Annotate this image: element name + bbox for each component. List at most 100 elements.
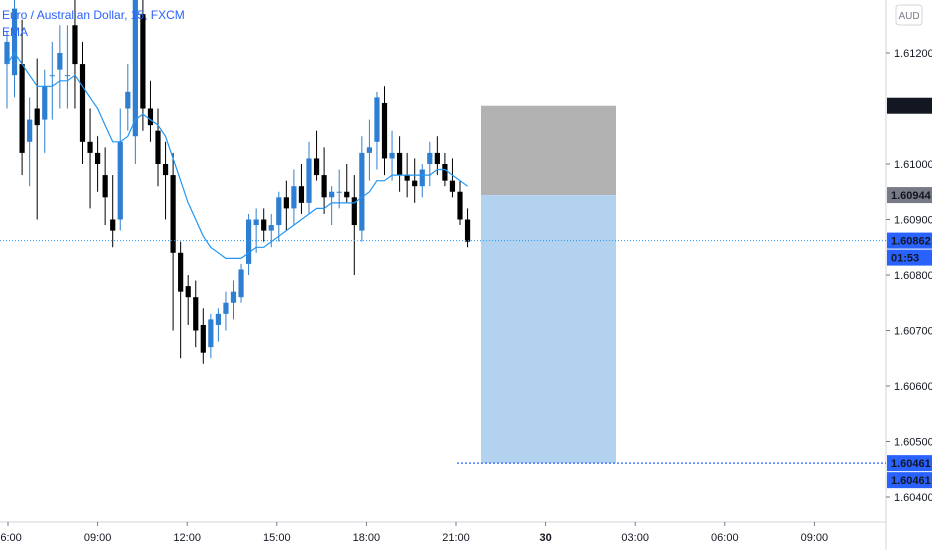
candle-body <box>246 219 252 264</box>
candle-body <box>72 25 78 65</box>
plot-background <box>0 0 886 522</box>
candle-body <box>11 8 18 76</box>
countdown-pill-text: 01:53 <box>891 253 919 265</box>
time-tick-label: 21:00 <box>442 532 470 544</box>
currency-button-frame[interactable] <box>895 4 923 26</box>
candle-body <box>230 291 237 303</box>
stop-price-pill: 1.61105 <box>887 97 932 114</box>
position-zones <box>481 105 616 464</box>
candle-body <box>457 191 463 220</box>
price-tick-label: 1.60700 <box>894 326 932 338</box>
candle-body <box>381 102 388 159</box>
target-price-pill-bg <box>887 455 932 472</box>
candle-body <box>193 297 199 331</box>
candle-body <box>178 252 184 292</box>
candle-body <box>185 286 191 298</box>
time-tick-label: 09:00 <box>801 532 829 544</box>
target-price-pill: 1.60461 <box>887 455 932 472</box>
target-price-pill-text: 1.60461 <box>891 458 931 470</box>
candle-body <box>298 186 305 203</box>
candle-body <box>215 313 221 325</box>
target-price-pill-2-text: 1.60461 <box>891 475 931 487</box>
candle-body <box>283 197 289 209</box>
current-price-pill: 1.60862 <box>887 232 932 249</box>
candle-body <box>110 219 116 231</box>
current-price-pill-text: 1.60862 <box>891 236 931 248</box>
candle-body <box>79 64 86 142</box>
stop-price-pill-bg <box>887 97 932 114</box>
ema-series <box>6 51 468 259</box>
candle-body <box>162 164 169 176</box>
price-pills: 1.61105 1.60944 1.60862 01:53 1.60461 1.60461 <box>887 97 932 489</box>
candle-body <box>223 302 229 314</box>
stop-price-pill-text: 1.61105 <box>891 101 930 113</box>
target-price-pill-2: 1.60461 <box>887 472 932 489</box>
candle-body <box>261 219 267 231</box>
time-tick-label: 12:00 <box>173 532 201 544</box>
price-tick-label: 1.61200 <box>894 48 932 60</box>
candle-body <box>313 158 320 176</box>
candle-body <box>389 152 395 159</box>
time-tick-label: 06:00 <box>711 532 739 544</box>
candle-body <box>291 186 297 209</box>
candle-body <box>412 180 418 187</box>
candle-body <box>276 197 282 226</box>
candle-body <box>200 324 206 353</box>
price-tick-label: 1.60900 <box>894 215 932 227</box>
candle-body <box>64 75 70 77</box>
time-axis[interactable]: 06:00 09:00 12:00 15:00 18:00 21:00 30 03:00 06:… <box>0 522 828 544</box>
candle-body <box>238 269 244 298</box>
countdown-pill-bg <box>887 249 932 266</box>
candle-body <box>170 175 176 253</box>
stop-loss-zone[interactable] <box>481 105 616 196</box>
candle-body <box>27 119 33 142</box>
candle-body <box>344 191 350 198</box>
price-lines <box>0 240 886 464</box>
price-tick-label: 1.60600 <box>894 381 932 393</box>
candle-body <box>57 53 63 70</box>
candle-body <box>449 180 456 192</box>
indicator-label: EMA <box>2 25 28 39</box>
target-price-pill-2-bg <box>887 472 932 489</box>
candle-body <box>321 175 327 198</box>
candle-body <box>351 197 357 226</box>
candle-body <box>359 152 365 231</box>
candle-body <box>366 147 372 153</box>
candle-body <box>87 141 93 153</box>
candle-body <box>155 130 161 164</box>
candle-body <box>95 152 101 164</box>
candle-body <box>268 225 274 231</box>
ema-line <box>6 51 468 259</box>
price-axis[interactable]: 1.61200 1.61000 1.60900 1.60800 1.60700 1.606… <box>886 48 932 504</box>
candle-body <box>336 191 342 193</box>
symbol-title: Euro / Australian Dollar, 15, FXCM <box>2 8 185 22</box>
candle-body <box>329 191 335 198</box>
currency-button[interactable]: AUD <box>895 4 923 26</box>
candle-body <box>125 91 131 109</box>
candle-body <box>419 169 425 187</box>
time-tick-label: 06:00 <box>0 532 22 544</box>
candle-body <box>442 164 448 181</box>
candle-body <box>42 86 48 120</box>
candle-body <box>397 152 403 176</box>
candle-body <box>117 141 123 220</box>
entry-price-pill: 1.60944 <box>887 187 932 204</box>
price-tick-label: 1.61000 <box>894 159 932 171</box>
candle-body <box>102 175 108 198</box>
current-price-pill-bg <box>887 232 932 249</box>
candle-body <box>253 219 259 226</box>
take-profit-zone[interactable] <box>481 195 616 464</box>
price-tick-label: 1.60500 <box>894 437 932 449</box>
time-tick-label: 03:00 <box>621 532 649 544</box>
price-tick-label: 1.60400 <box>894 492 932 504</box>
candle-body <box>132 0 138 137</box>
candle-body <box>49 75 55 77</box>
time-tick-label: 18:00 <box>353 532 381 544</box>
currency-button-label[interactable]: AUD <box>898 11 919 22</box>
candle-body <box>434 152 440 164</box>
candle-body <box>404 175 410 181</box>
candle-body <box>427 152 433 164</box>
candle-body <box>306 158 312 203</box>
candle-body <box>34 108 40 126</box>
